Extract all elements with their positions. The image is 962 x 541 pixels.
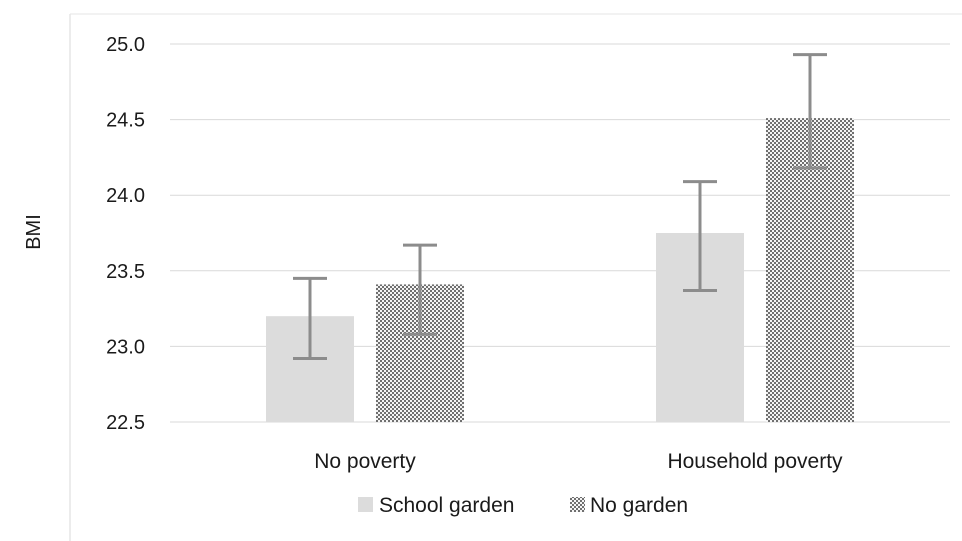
bars	[266, 118, 854, 422]
y-tick-label: 24.0	[106, 185, 145, 207]
y-tick-label: 24.5	[106, 110, 145, 132]
y-tick-label: 23.5	[106, 261, 145, 283]
y-tick-label: 23.0	[106, 336, 145, 358]
y-tick-label: 25.0	[106, 34, 145, 56]
y-axis-ticks: 22.5 23.0 23.5 24.0 24.5 25.0	[106, 34, 145, 434]
x-category-label: Household poverty	[667, 450, 843, 473]
x-axis-labels: No poverty Household poverty	[314, 450, 843, 473]
y-axis-title: BMI	[23, 214, 45, 250]
legend: School garden No garden	[358, 494, 688, 517]
error-bars	[293, 53, 827, 360]
legend-label-no-garden: No garden	[590, 494, 688, 517]
legend-label-school-garden: School garden	[379, 494, 514, 517]
legend-swatch-school-garden	[358, 497, 373, 512]
y-tick-label: 22.5	[106, 412, 145, 434]
x-category-label: No poverty	[314, 450, 416, 473]
legend-swatch-no-garden	[570, 497, 585, 512]
